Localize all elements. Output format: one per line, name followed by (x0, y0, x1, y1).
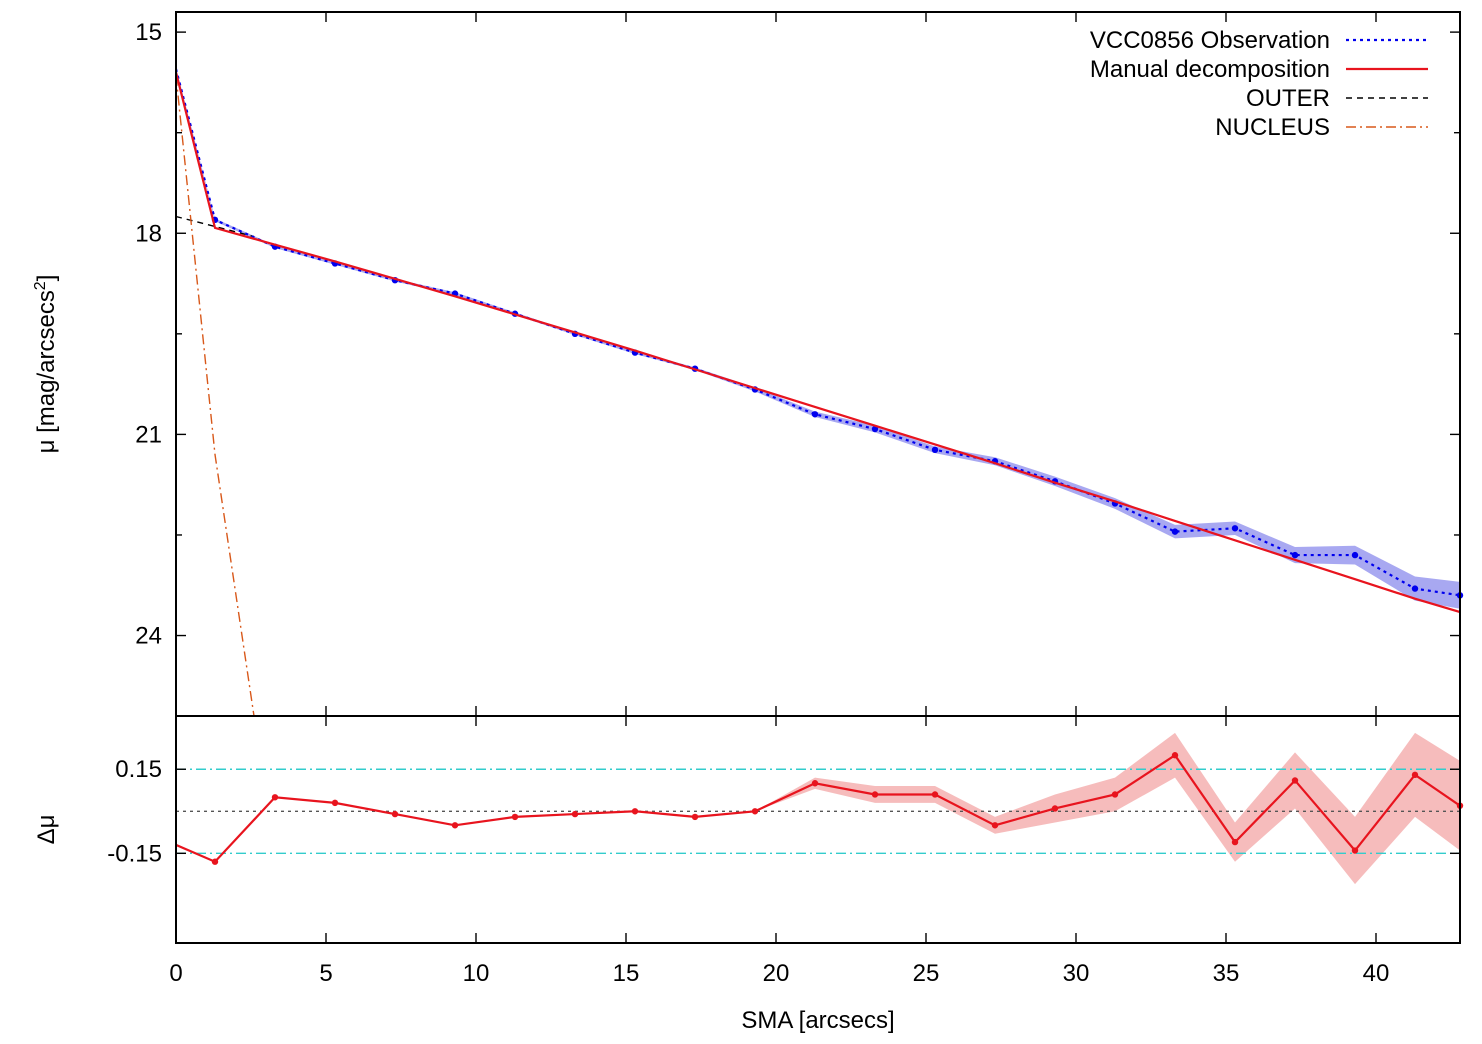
residual-point (871, 791, 879, 798)
x-tick-label: 15 (613, 960, 640, 987)
residual-point (1411, 771, 1419, 779)
residual-point (1351, 847, 1359, 854)
observation-point (871, 425, 879, 433)
x-tick-label: 35 (1213, 960, 1240, 987)
x-tick-label: 10 (463, 960, 490, 987)
residual-point (751, 808, 759, 815)
x-tick-label: 25 (913, 960, 940, 987)
residual-point (511, 813, 519, 821)
observation-point (1231, 525, 1239, 532)
legend-label: NUCLEUS (1215, 114, 1330, 141)
legend-label: VCC0856 Observation (1090, 27, 1330, 54)
observation-point (811, 411, 819, 418)
residual-point (211, 858, 219, 865)
x-tick-label: 0 (169, 960, 182, 987)
residual-point (931, 791, 939, 798)
x-tick-label: 40 (1363, 960, 1390, 987)
residual-line (176, 753, 1460, 864)
residual-point (691, 813, 699, 821)
nucleus-component-line (176, 75, 255, 716)
x-tick-label: 5 (319, 960, 332, 987)
residual-point (571, 810, 579, 818)
residual-point (631, 808, 639, 815)
legend-label: OUTER (1246, 85, 1330, 112)
residual-point (1291, 777, 1299, 784)
profile-y-axis-title: μ [mag/arcsecs2] (32, 275, 60, 454)
residual-point (271, 794, 279, 801)
observation-point (1351, 551, 1359, 559)
observation-point (1411, 585, 1419, 592)
x-tick-label: 20 (763, 960, 790, 987)
profile-y-tick-label: 24 (135, 623, 162, 650)
observation-line (176, 68, 1460, 597)
residual-point (1171, 752, 1179, 759)
residual-point (451, 822, 459, 829)
decomposition-line (176, 72, 1460, 614)
observation-error-band (176, 67, 1460, 609)
profile-y-tick-label: 21 (135, 421, 162, 448)
residual-error-band (176, 732, 1460, 885)
residual-y-axis-title: Δμ (33, 815, 60, 845)
observation-point (1291, 551, 1299, 559)
observation-point (1171, 528, 1179, 535)
outer-component-line (176, 215, 255, 238)
residual-point (811, 780, 819, 787)
profile-y-tick-label: 18 (135, 220, 162, 247)
legend-label: Manual decomposition (1090, 56, 1330, 83)
residual-y-tick-label: 0.15 (115, 756, 162, 783)
residual-point (1051, 805, 1059, 812)
observation-point (931, 446, 939, 454)
residual-panel: 0 5 10 15 20 25 30 35 40 0.15 -0.15 (107, 12, 1464, 987)
residual-point (1111, 791, 1119, 798)
x-tick-label: 30 (1063, 960, 1090, 987)
x-axis-title: SMA [arcsecs] (741, 1007, 894, 1034)
residual-point (991, 822, 999, 829)
residual-point (331, 799, 339, 807)
residual-point (1231, 838, 1239, 846)
profile-panel: 15 18 21 24 (135, 11, 1464, 717)
residual-y-tick-label: -0.15 (107, 840, 162, 867)
residual-point (391, 810, 399, 818)
profile-y-tick-label: 15 (135, 19, 162, 46)
residual-panel-frame (175, 715, 1461, 944)
